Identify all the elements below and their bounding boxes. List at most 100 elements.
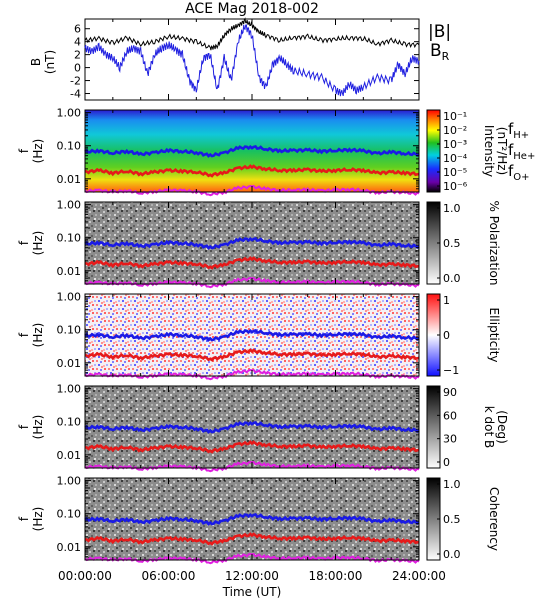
colorbar-tick-label: 10⁻² — [443, 124, 467, 137]
freq-axis-unit: (Hz) — [31, 139, 45, 164]
panel-b-yunit: (nT) — [43, 50, 57, 74]
colorbar-tick-label: −1 — [443, 364, 459, 377]
colorbar-tick-label: 10⁻¹ — [443, 110, 467, 123]
panel-b-ytick-label: 4 — [74, 36, 81, 49]
colorbar-tick-label: 0 — [443, 456, 450, 469]
freq-tick-label: 0.01 — [57, 449, 82, 462]
panel-coherency: 1.00 0.10 0.01 f (Hz) 1.0 0.5 0.0 Coherency — [17, 475, 501, 565]
panel-b-ytick-label: -4 — [70, 88, 81, 101]
br-line — [84, 24, 420, 97]
panel-kdotb-line-f-hplus — [84, 420, 420, 434]
x-tick-label: 18:00:00 — [309, 569, 363, 583]
freq-axis-label: f — [17, 516, 31, 521]
panel-coherency-line-f-hplus — [84, 512, 420, 526]
colorbar-tick-label: 10⁻⁶ — [443, 180, 468, 193]
colorbar-tick-label: 1.0 — [443, 478, 461, 491]
colorbar-kdotb — [426, 385, 441, 469]
colorbar-tick-label: 10⁻⁵ — [443, 166, 467, 179]
freq-tick-label: 0.10 — [57, 324, 82, 337]
freq-tick-label: 1.00 — [57, 107, 82, 120]
panel-polarization-line-f-heplus — [84, 256, 420, 270]
colorbar-unit-intensity: (nT²/Hz) — [495, 127, 509, 175]
panel-ellipticity-line-f-hplus — [84, 328, 420, 342]
colorbar-tick-label: 1.0 — [443, 202, 461, 215]
panel-kdotb: 1.00 0.10 0.01 f (Hz) 90 60 30 0 k dot B (Deg) — [17, 383, 509, 473]
colorbar-label-intensity: Intensity — [482, 125, 496, 177]
x-axis-label: Time (UT) — [222, 585, 282, 599]
figure-title: ACE Mag 2018-002 — [185, 1, 319, 17]
colorbar-tick-label: 60 — [443, 409, 457, 422]
freq-tick-label: 0.10 — [57, 416, 82, 429]
legend-btotal: |B| — [428, 22, 451, 42]
label-fh: fH+ — [508, 120, 529, 141]
x-tick-label: 12:00:00 — [225, 569, 279, 583]
freq-axis-label: f — [17, 332, 31, 337]
panel-b-frame — [84, 18, 420, 101]
freq-tick-label: 1.00 — [57, 291, 82, 304]
legend-br: BR — [430, 41, 450, 63]
colorbar-tick-label: 10⁻⁴ — [443, 152, 468, 165]
panel-ellipticity: 1.00 0.10 0.01 f (Hz) 1 0 −1 Ellipticity — [17, 291, 501, 381]
colorbar-label-kdotb: k dot B — [482, 406, 496, 448]
colorbar-label-polarization: % Polarization — [487, 201, 501, 286]
panel-polarization: 1.00 0.10 0.01 f (Hz) 1.0 0.5 0.0 % Polarization — [17, 199, 501, 289]
colorbar-tick-label: 10⁻³ — [443, 138, 467, 151]
colorbar-label-ellipticity: Ellipticity — [487, 308, 501, 363]
colorbar-tick-label: 30 — [443, 433, 457, 446]
freq-tick-label: 1.00 — [57, 199, 82, 212]
x-tick-label: 00:00:00 — [58, 569, 112, 583]
colorbar-label-coherency: Coherency — [487, 487, 501, 551]
freq-tick-label: 0.01 — [57, 265, 82, 278]
label-fhe: fHe+ — [508, 141, 535, 162]
colorbar-intensity — [426, 109, 441, 193]
freq-tick-label: 0.10 — [57, 508, 82, 521]
label-fo-sub: O+ — [513, 172, 529, 183]
colorbar-unit-kdotb: (Deg) — [495, 410, 509, 444]
panel-b-ytick-label: -2 — [70, 75, 81, 88]
colorbar-tick-label: 0.0 — [443, 272, 461, 285]
freq-axis-unit: (Hz) — [31, 507, 45, 532]
panel-coherency-line-f-heplus — [84, 532, 420, 546]
freq-tick-label: 0.01 — [57, 541, 82, 554]
panel-intensity-line-f-hplus — [84, 144, 420, 158]
colorbar-tick-label: 0 — [443, 329, 450, 342]
panel-ellipticity-line-f-heplus — [84, 348, 420, 362]
label-fh-main: f — [508, 120, 514, 138]
legend-br-main: B — [430, 41, 442, 61]
label-fo-main: f — [508, 162, 514, 180]
spectrum-panels: 1.000.100.01f (Hz)10⁻¹10⁻²10⁻³10⁻⁴10⁻⁵10⁻… — [17, 107, 509, 565]
panel-b-ylabel: B — [29, 58, 43, 66]
panel-intensity-line-f-heplus — [84, 164, 420, 178]
panel-b-ytick-label: 2 — [74, 49, 81, 62]
freq-tick-label: 0.01 — [57, 357, 82, 370]
freq-tick-label: 1.00 — [57, 475, 82, 488]
frequency-labels: fH+ fHe+ fO+ — [508, 120, 535, 183]
x-axis: 00:00:00 06:00:00 12:00:00 18:00:00 24:00:00 — [58, 569, 446, 583]
label-fh-sub: H+ — [513, 130, 529, 141]
panel-intensity: 1.00 0.10 0.01 f (Hz) 10⁻¹10⁻²10⁻³10⁻⁴10⁻⁵10⁻… — [17, 107, 509, 197]
freq-axis-unit: (Hz) — [31, 231, 45, 256]
colorbar-tick-label: 0.5 — [443, 513, 461, 526]
panel-b-ytick-label: 0 — [74, 62, 81, 75]
freq-tick-label: 0.10 — [57, 140, 82, 153]
label-fhe-main: f — [508, 141, 514, 159]
colorbar-tick-label: 90 — [443, 386, 457, 399]
freq-axis-unit: (Hz) — [31, 323, 45, 348]
x-tick-label: 24:00:00 — [392, 569, 446, 583]
label-fhe-sub: He+ — [513, 151, 535, 162]
legend-br-sub: R — [442, 50, 450, 63]
freq-axis-label: f — [17, 240, 31, 245]
panel-polarization-line-f-hplus — [84, 236, 420, 250]
panel-b-ytick-label: 6 — [74, 23, 81, 36]
label-fo: fO+ — [508, 162, 530, 183]
colorbar-tick-label: 0.0 — [443, 548, 461, 561]
x-tick-label: 06:00:00 — [142, 569, 196, 583]
colorbar-tick-label: 1 — [443, 294, 450, 307]
colorbar-tick-label: 0.5 — [443, 237, 461, 250]
freq-tick-label: 0.01 — [57, 173, 82, 186]
freq-tick-label: 0.10 — [57, 232, 82, 245]
btotal-line — [84, 17, 420, 51]
